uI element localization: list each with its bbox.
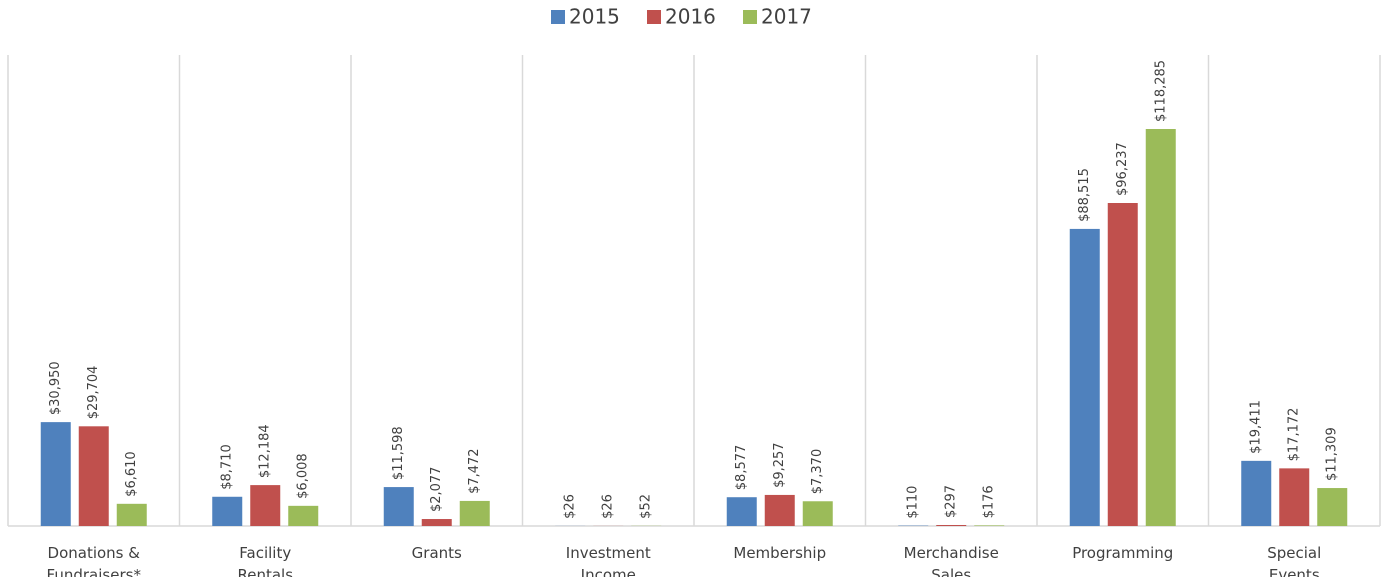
data-label: $30,950 xyxy=(48,361,63,415)
legend-label: 2015 xyxy=(569,5,620,29)
bar xyxy=(212,496,243,526)
data-label: $297 xyxy=(944,485,959,518)
data-label: $110 xyxy=(906,486,921,519)
legend-swatch xyxy=(647,10,661,24)
data-label: $26 xyxy=(601,494,616,519)
x-tick-label: Special Events xyxy=(1267,544,1322,577)
bar xyxy=(936,525,967,526)
x-tick-label: Membership xyxy=(733,544,827,562)
bar xyxy=(288,505,319,526)
data-label: $19,411 xyxy=(1249,400,1264,454)
bar xyxy=(1317,488,1348,526)
legend-swatch xyxy=(743,10,757,24)
legend-swatch xyxy=(551,10,565,24)
x-tick-label: Programming xyxy=(1072,544,1174,562)
x-tick-label-box: Investment Income xyxy=(565,544,651,577)
data-label: $2,077 xyxy=(429,467,444,513)
bar xyxy=(78,426,109,526)
bar xyxy=(764,494,795,526)
data-label: $7,472 xyxy=(467,448,482,494)
bar xyxy=(1279,468,1310,526)
data-label: $8,710 xyxy=(220,444,235,490)
data-label: $7,370 xyxy=(810,449,825,495)
bar xyxy=(40,422,71,526)
bar xyxy=(726,497,757,526)
bar xyxy=(421,519,452,526)
x-tick-label: Merchandise Sales xyxy=(903,544,999,577)
bar xyxy=(383,487,414,526)
data-label: $17,172 xyxy=(1287,408,1302,462)
data-label: $9,257 xyxy=(772,442,787,488)
data-label: $52 xyxy=(639,494,654,519)
bar xyxy=(459,500,490,526)
x-tick-label: Donations & Fundraisers* xyxy=(46,544,141,577)
x-tick-label-box: Special Events xyxy=(1267,544,1322,577)
data-label: $176 xyxy=(982,485,997,518)
data-label: $11,598 xyxy=(391,426,406,480)
legend-label: 2016 xyxy=(665,5,716,29)
x-tick-label: Investment Income xyxy=(565,544,651,577)
x-tick-label: Grants xyxy=(411,544,462,562)
data-label: $6,008 xyxy=(296,453,311,499)
data-label: $29,704 xyxy=(86,366,101,420)
bar xyxy=(116,503,147,526)
x-tick-label-box: Donations & Fundraisers* xyxy=(46,544,141,577)
bar xyxy=(802,501,833,526)
x-tick-label-box: Programming xyxy=(1072,544,1174,562)
bar xyxy=(1069,228,1100,527)
x-tick-label-box: Grants xyxy=(411,544,462,562)
bar xyxy=(1107,202,1138,527)
data-label: $12,184 xyxy=(258,424,273,478)
x-tick-label-box: Facility Rentals xyxy=(237,544,294,577)
data-label: $6,610 xyxy=(124,451,139,497)
data-label: $96,237 xyxy=(1115,142,1130,196)
x-tick-label: Facility Rentals xyxy=(237,544,294,577)
data-label: $8,577 xyxy=(734,445,749,491)
x-tick-label-box: Membership xyxy=(733,544,827,562)
data-label: $88,515 xyxy=(1077,168,1092,222)
data-label: $26 xyxy=(563,494,578,519)
legend-label: 2017 xyxy=(761,5,812,29)
data-label: $11,309 xyxy=(1325,427,1340,481)
bar xyxy=(1241,460,1272,526)
bar xyxy=(250,485,281,526)
data-label: $118,285 xyxy=(1153,60,1168,122)
bar xyxy=(974,525,1005,526)
x-tick-label-box: Merchandise Sales xyxy=(903,544,999,577)
bar xyxy=(1145,129,1176,526)
